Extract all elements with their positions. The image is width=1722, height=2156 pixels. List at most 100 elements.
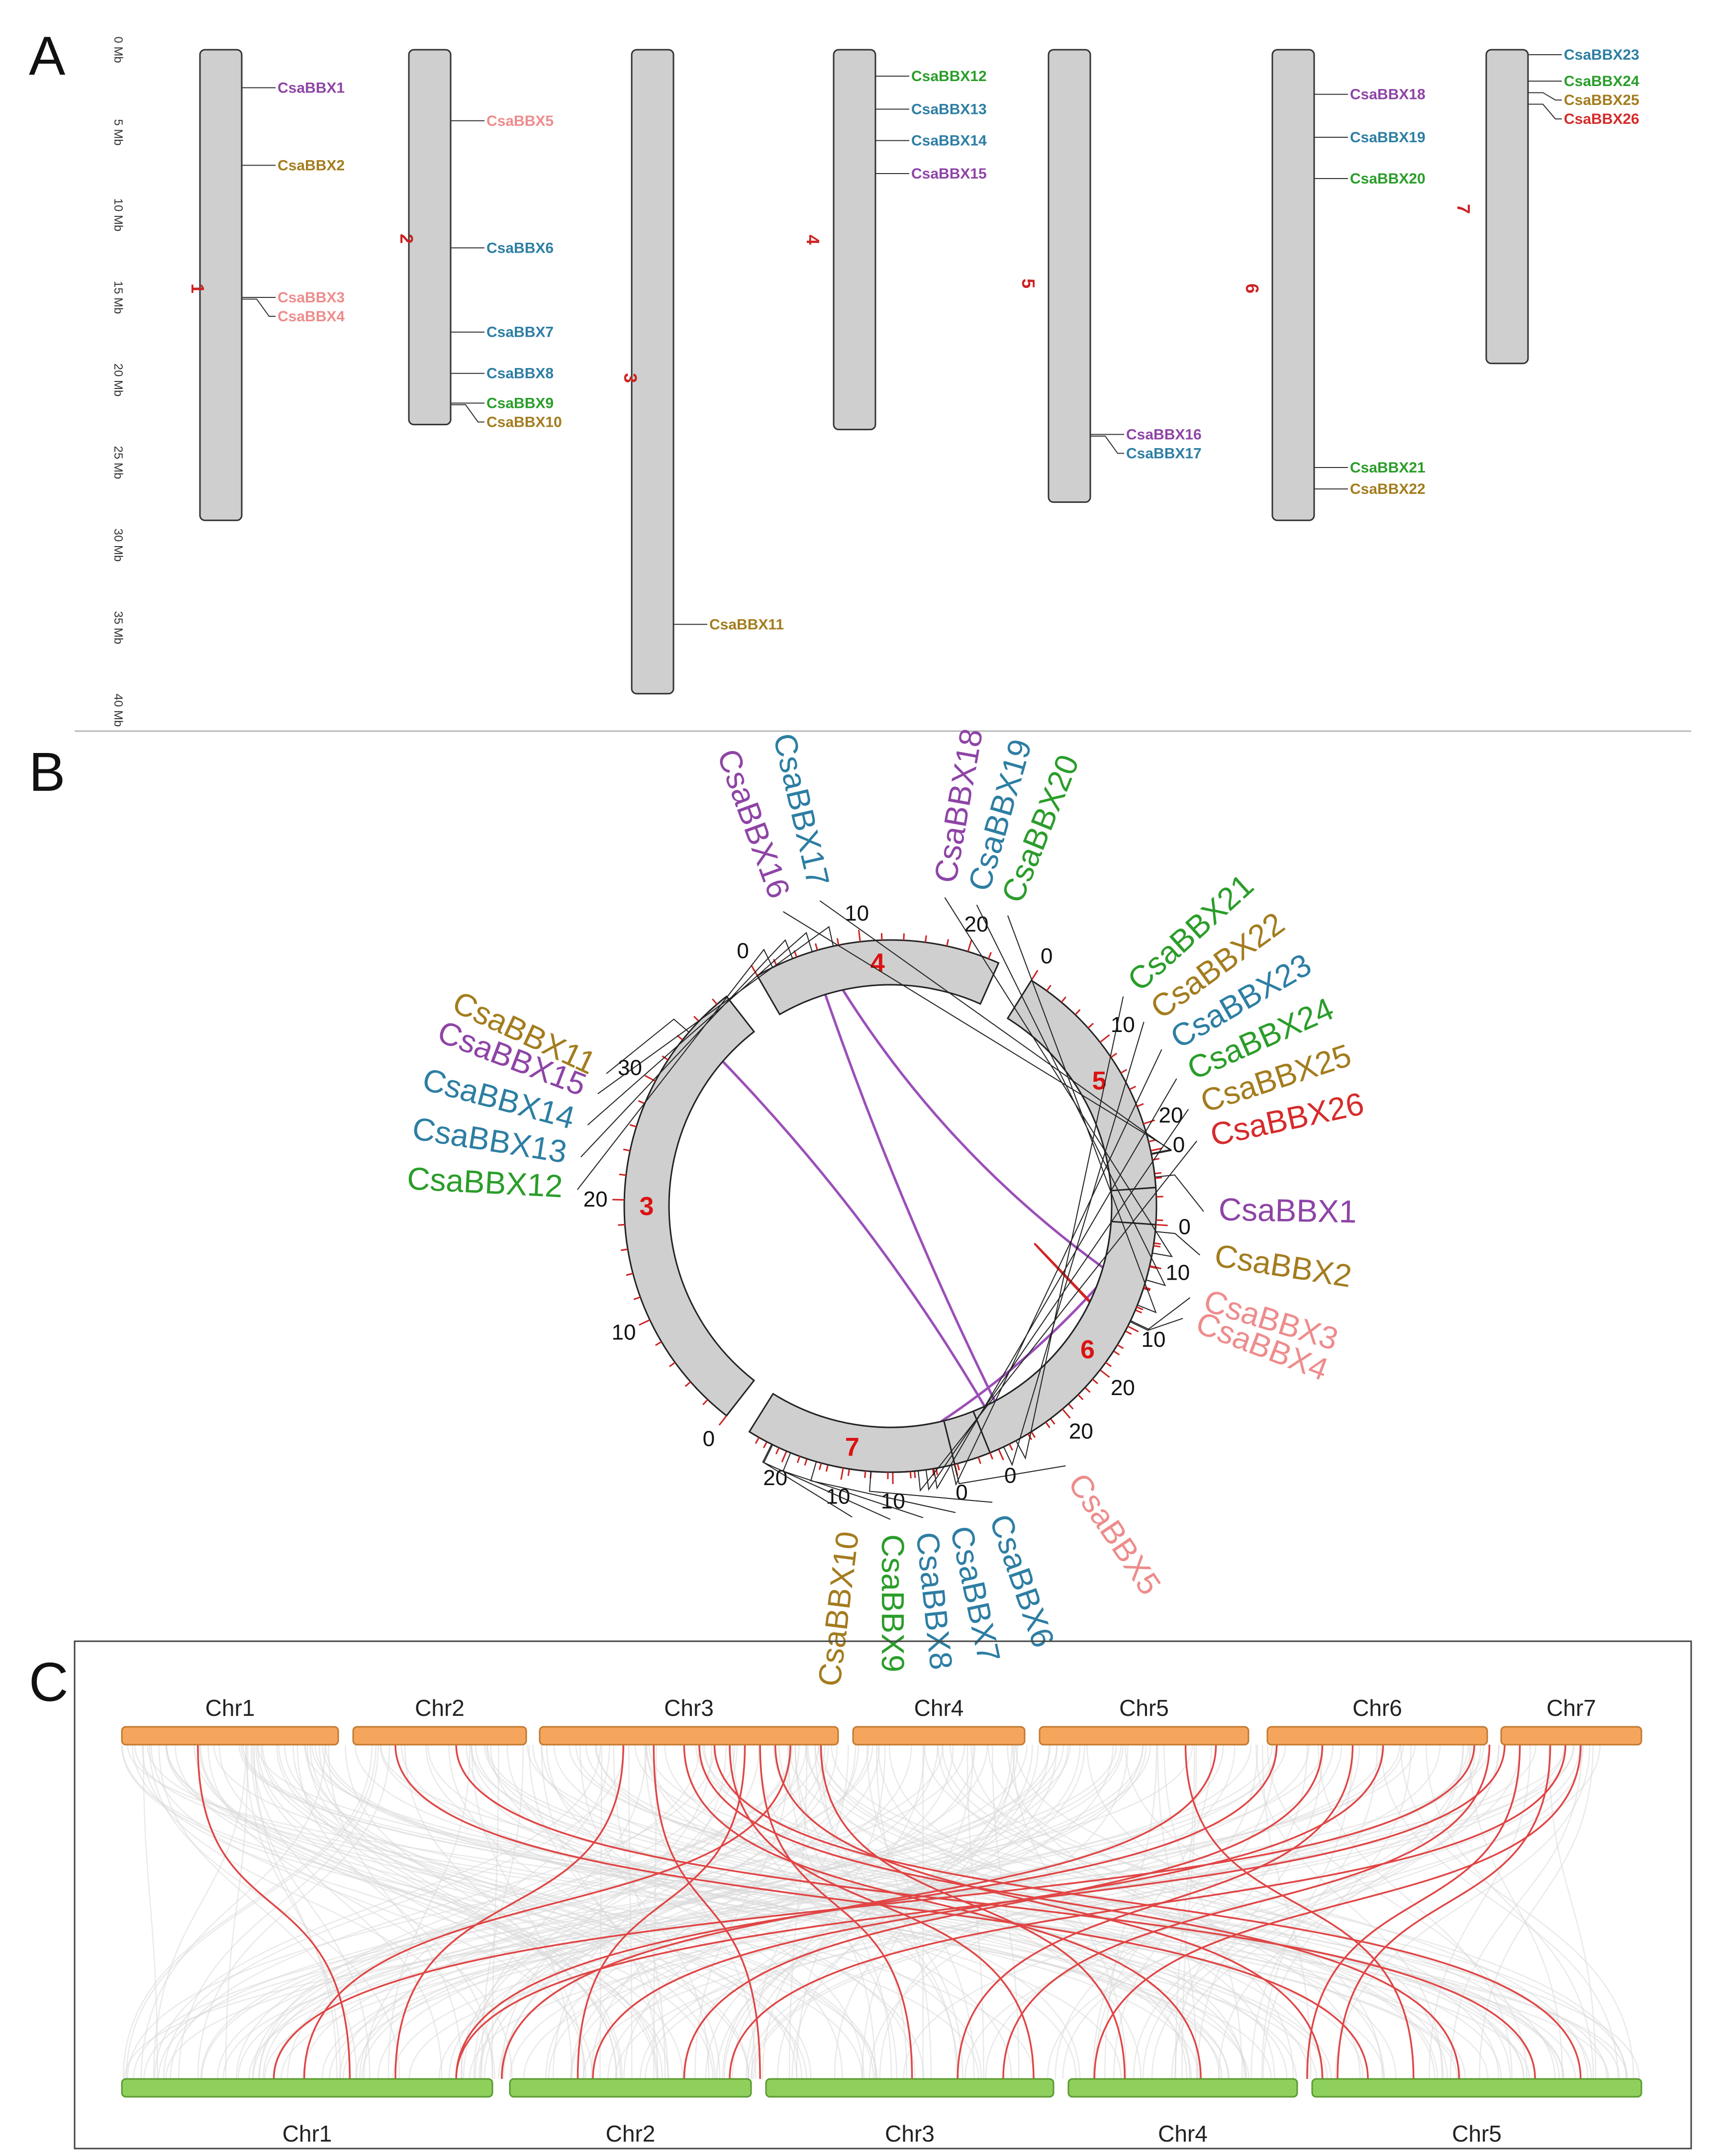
circos-tick [662, 1055, 669, 1061]
circos-tick-label: 10 [612, 1320, 636, 1345]
axis-tick-label: 0 Mb [111, 36, 125, 63]
circos-tick-label: 0 [1178, 1215, 1190, 1239]
circos-tick [1031, 1431, 1036, 1438]
top-chromosome-bar [352, 1726, 527, 1746]
circos-gene-label: CsaBBX10 [811, 1529, 866, 1688]
bottom-chromosome-label: Chr3 [885, 2121, 935, 2147]
synteny-red-link [1002, 1744, 1491, 2079]
synteny-grey-link [473, 1744, 647, 2079]
chromosome-bar [1271, 49, 1315, 521]
gene-label: CsaBBX14 [911, 133, 987, 149]
circos-tick [1050, 1418, 1055, 1425]
synteny-grey-link [1380, 1744, 1619, 2079]
panel-b-genes: CsaBBX1CsaBBX2CsaBBX3CsaBBX4CsaBBX5CsaBB… [406, 726, 1367, 1688]
synteny-grey-link [545, 1744, 939, 2079]
gene-label: CsaBBX17 [1126, 446, 1202, 462]
synteny-grey-link [363, 1744, 610, 2079]
circos-tick [1153, 1242, 1161, 1245]
gene-label: CsaBBX21 [1350, 460, 1426, 476]
synteny-grey-link [937, 1744, 1385, 2079]
synteny-grey-link [143, 1744, 158, 2079]
synteny-grey-link [502, 1744, 860, 2079]
circos-tick [932, 1468, 935, 1476]
synteny-red-link [501, 1744, 1217, 2079]
synteny-grey-link [723, 1744, 1085, 2079]
circos-tick-label: 20 [583, 1187, 608, 1212]
chromosome-number: 6 [1242, 283, 1262, 293]
circos-tick [988, 952, 992, 959]
circos-tick [946, 939, 950, 946]
circos-tick [1137, 1103, 1144, 1107]
circos-tick [998, 1449, 1004, 1461]
axis-tick-label: 20 Mb [111, 364, 125, 397]
circos-link [940, 1287, 1097, 1423]
circos-tick [633, 1296, 641, 1301]
synteny-red-link [774, 1744, 1324, 2079]
circos-tick-label: 0 [956, 1480, 967, 1504]
gene-label: CsaBBX24 [1564, 73, 1639, 90]
gene-marker-line [1528, 92, 1562, 101]
circos-gene-label: CsaBBX12 [406, 1160, 564, 1204]
synteny-grey-link [154, 1744, 601, 2079]
synteny-grey-link [166, 1744, 979, 2079]
synteny-grey-link [1062, 1744, 1521, 2079]
synteny-grey-link [1047, 1744, 1584, 2079]
synteny-grey-link [607, 1744, 1224, 2079]
synteny-grey-link [321, 1744, 1200, 2079]
synteny-grey-link [276, 1744, 750, 2079]
synteny-grey-link [985, 1744, 1481, 2079]
synteny-grey-link [486, 1744, 1564, 2079]
synteny-grey-link [122, 1744, 373, 2079]
synteny-grey-link [970, 1744, 1361, 2079]
circos-tick [1125, 1330, 1132, 1335]
circos-chromosome-number: 4 [870, 949, 885, 978]
synteny-grey-link [570, 1744, 976, 2079]
circos-gene-connector [597, 926, 834, 1095]
synteny-grey-link [949, 1744, 1627, 2079]
synteny-grey-link [751, 1744, 849, 2079]
circos-tick [1127, 1325, 1139, 1332]
circos-tick [957, 1463, 960, 1471]
circos-tick [1084, 1387, 1091, 1393]
synteny-grey-link [387, 1744, 471, 2079]
synteny-grey-link [814, 1744, 1448, 2079]
circos-tick-label: 20 [1159, 1103, 1183, 1127]
circos-tick-label: 0 [737, 938, 749, 963]
circos-chromosome-number: 3 [640, 1192, 654, 1221]
chromosome-bar [1048, 49, 1091, 503]
circos-gene-label: CsaBBX9 [875, 1534, 911, 1672]
chromosome-number: 5 [1018, 279, 1039, 288]
synteny-red-link [455, 1744, 1536, 2079]
synteny-grey-link [491, 1744, 499, 2079]
synteny-grey-link [490, 1744, 916, 2079]
gene-label: CsaBBX11 [709, 616, 784, 633]
circos-tick [804, 1458, 808, 1466]
synteny-grey-link [594, 1744, 1525, 2079]
synteny-grey-link [664, 1744, 1247, 2079]
gene-label: CsaBBX19 [1350, 129, 1426, 146]
synteny-grey-link [942, 1744, 1500, 2079]
synteny-red-link [698, 1744, 1460, 2079]
synteny-grey-link [1094, 1744, 1258, 2079]
synteny-red-link [1306, 1744, 1521, 2079]
bottom-chromosome-label: Chr1 [283, 2121, 332, 2147]
synteny-grey-link [143, 1744, 1193, 2079]
circos-tick [669, 1362, 676, 1367]
synteny-grey-link [821, 1744, 1438, 2079]
circos-gene-connector [580, 939, 793, 1158]
synteny-grey-link [133, 1744, 1117, 2079]
gene-label: CsaBBX20 [1350, 171, 1426, 187]
circos-tick [1154, 1172, 1162, 1175]
circos-tick [1045, 1421, 1051, 1428]
circos-link [824, 994, 996, 1402]
synteny-red-link [759, 1744, 913, 2079]
circos-tick [796, 1456, 801, 1463]
panel-a-letter: A [29, 25, 66, 87]
synteny-grey-link [153, 1744, 247, 2079]
circos-gene-connector [1155, 1231, 1200, 1256]
circos-tick-label: 10 [845, 901, 869, 926]
gene-label: CsaBBX25 [1564, 92, 1639, 108]
bottom-chromosome-bar [1067, 2078, 1298, 2098]
gene-label: CsaBBX22 [1350, 481, 1426, 497]
synteny-grey-link [260, 1744, 803, 2079]
